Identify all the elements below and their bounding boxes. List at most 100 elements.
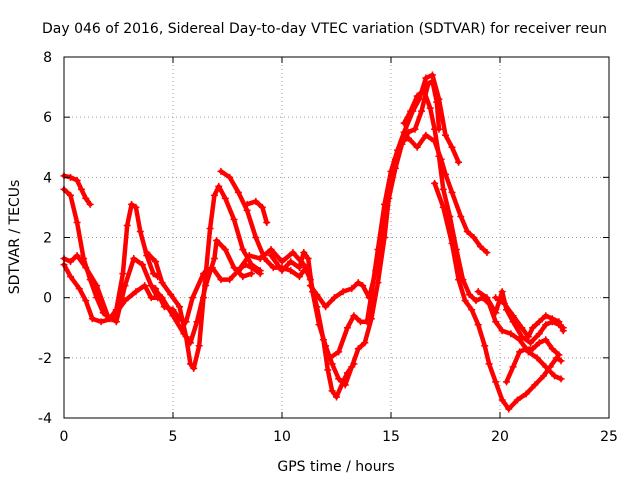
data-point <box>252 197 260 205</box>
data-point <box>230 215 238 223</box>
data-point <box>278 258 286 266</box>
y-tick-label: 4 <box>43 170 52 186</box>
y-tick-label: 8 <box>43 50 52 66</box>
data-point <box>557 357 565 365</box>
data-point <box>509 363 517 371</box>
data-point <box>548 345 556 353</box>
data-point <box>313 291 321 299</box>
data-point <box>206 224 214 232</box>
data-point <box>503 378 511 386</box>
data-point <box>243 200 251 208</box>
data-point <box>546 363 554 371</box>
data-point <box>252 234 260 241</box>
x-tick-label: 15 <box>382 429 400 445</box>
x-tick-label: 5 <box>169 429 178 445</box>
data-point <box>505 405 513 413</box>
data-point <box>82 264 90 272</box>
data-point <box>176 315 184 323</box>
data-point <box>422 74 430 82</box>
data-point <box>326 354 334 362</box>
data-point <box>73 252 81 260</box>
data-point <box>483 249 491 257</box>
data-point <box>413 143 421 151</box>
data-point <box>82 194 90 202</box>
data-point <box>374 246 382 254</box>
data-point <box>245 252 253 260</box>
data-point <box>138 261 146 269</box>
data-point <box>152 258 160 266</box>
data-point <box>147 294 155 302</box>
data-point <box>234 188 242 196</box>
data-point <box>542 321 550 329</box>
data-point <box>492 294 500 302</box>
data-point <box>195 342 203 350</box>
data-point <box>215 182 223 190</box>
series-line <box>327 72 461 361</box>
data-point <box>73 176 81 184</box>
data-point <box>141 282 149 290</box>
data-point <box>132 288 140 296</box>
series-line <box>268 78 442 388</box>
data-point <box>287 258 295 266</box>
data-point <box>535 318 543 326</box>
data-point <box>407 107 415 115</box>
data-point <box>328 387 336 395</box>
data-point <box>529 345 537 353</box>
data-point <box>160 303 168 311</box>
data-point <box>455 276 463 284</box>
data-point <box>108 315 116 323</box>
data-point <box>343 324 351 332</box>
data-point <box>394 146 402 154</box>
data-point <box>492 318 500 326</box>
data-point <box>147 282 155 290</box>
data-point <box>540 372 548 380</box>
data-point <box>186 360 194 368</box>
data-point <box>256 255 264 263</box>
data-point <box>189 294 197 302</box>
data-point <box>221 246 229 254</box>
y-tick-label: 0 <box>43 291 52 307</box>
series-track-6 <box>147 237 255 347</box>
data-point <box>339 288 347 296</box>
data-point <box>295 273 303 281</box>
data-point <box>295 264 303 272</box>
data-point <box>435 95 443 103</box>
data-point <box>431 179 439 187</box>
data-point <box>461 297 469 305</box>
data-point <box>213 237 221 245</box>
data-point <box>380 200 388 208</box>
data-point <box>518 333 526 341</box>
data-point <box>300 249 308 257</box>
data-point <box>128 200 136 208</box>
data-point <box>448 188 456 196</box>
data-point <box>186 339 194 347</box>
data-point <box>348 363 356 371</box>
data-point <box>176 303 184 311</box>
data-point <box>426 104 434 112</box>
data-point <box>193 318 201 326</box>
data-point <box>289 249 297 257</box>
data-point <box>247 270 255 278</box>
data-point <box>180 330 188 338</box>
data-point <box>513 396 521 404</box>
data-point <box>457 212 465 220</box>
data-point <box>533 354 541 362</box>
data-point <box>226 276 234 284</box>
data-point <box>361 339 369 347</box>
data-point <box>93 282 101 290</box>
x-tick-label: 20 <box>491 429 509 445</box>
data-point <box>210 191 218 199</box>
data-point <box>439 203 447 211</box>
data-point <box>420 86 428 94</box>
data-point <box>356 318 364 326</box>
data-point <box>221 194 229 202</box>
data-point <box>182 318 190 326</box>
series-track-18 <box>503 336 563 386</box>
data-point <box>418 107 426 115</box>
data-point <box>348 285 356 293</box>
data-point <box>363 318 371 326</box>
data-point <box>322 342 330 350</box>
data-point <box>492 309 500 317</box>
data-point <box>509 312 517 320</box>
data-point <box>455 158 463 166</box>
